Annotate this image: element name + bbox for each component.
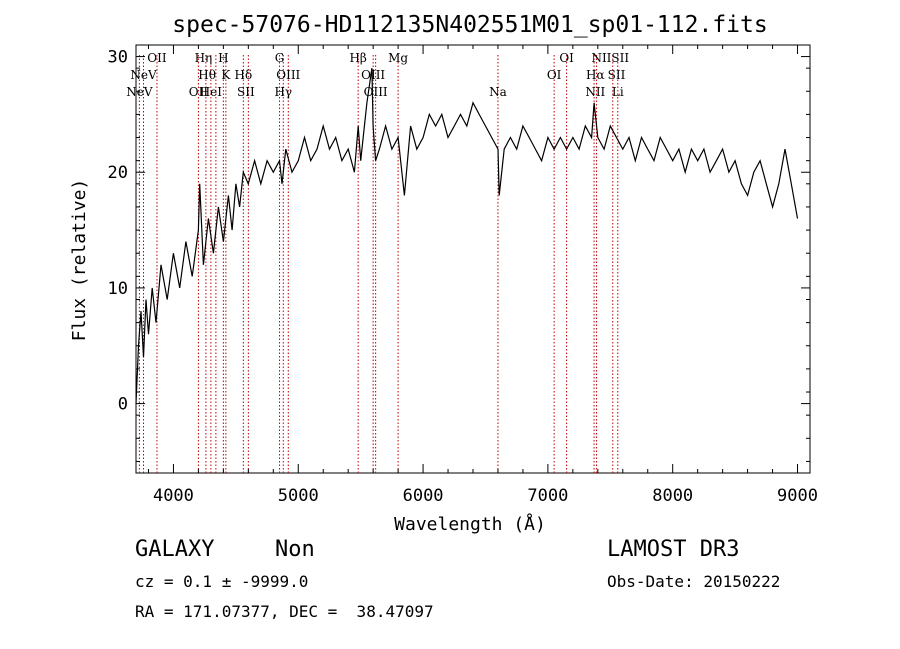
x-tick-label: 7000	[527, 486, 568, 506]
y-tick-label: 20	[108, 163, 128, 183]
line-marker-label: OIII	[364, 85, 388, 99]
x-axis-label: Wavelength (Å)	[394, 513, 546, 535]
line-marker-label: Na	[489, 85, 507, 99]
line-marker-label: NeV	[130, 68, 157, 82]
obs-date-text: Obs-Date: 20150222	[607, 572, 781, 591]
x-tick-label: 6000	[403, 486, 444, 506]
line-marker-label: Hθ	[198, 68, 216, 82]
line-marker-label: G	[275, 51, 285, 65]
line-marker-label: NII	[585, 85, 605, 99]
line-marker-label: K	[221, 68, 231, 82]
line-marker-label: Hα	[586, 68, 605, 82]
line-marker-label: Mg	[388, 51, 408, 65]
line-marker-label: OIII	[361, 68, 385, 82]
line-marker-label: OII	[147, 51, 167, 65]
line-marker-label: OII	[189, 85, 209, 99]
class-label: GALAXY	[135, 537, 215, 562]
x-tick-label: 9000	[777, 486, 818, 506]
line-marker-label: NIISII	[591, 51, 629, 65]
line-marker-label: OI	[547, 68, 562, 82]
y-tick-label: 10	[108, 279, 128, 299]
spectrum-series	[135, 68, 799, 404]
x-tick-label: 8000	[652, 486, 693, 506]
plot-frame	[135, 44, 811, 474]
axis-ticks	[136, 45, 810, 473]
line-marker-label: Li	[612, 85, 624, 99]
survey-label: LAMOST DR3	[607, 537, 740, 562]
x-tick-label: 5000	[278, 486, 319, 506]
line-marker-label: OI	[559, 51, 574, 65]
y-tick-label: 0	[118, 395, 128, 415]
x-tick-label: 4000	[153, 486, 194, 506]
coordinates-text: RA = 171.07377, DEC = 38.47097	[135, 602, 434, 621]
line-marker-label: HeI	[200, 85, 223, 99]
line-marker-label: Hδ	[234, 68, 252, 82]
line-marker-label: SII	[608, 68, 626, 82]
spectrum-line	[135, 68, 799, 404]
line-marker-label: NeV	[126, 85, 153, 99]
line-marker-label: OIII	[276, 68, 300, 82]
line-marker-labels: NeV NeV OII OII Hη Hθ HeI HK Hδ SII G OIII Hγ Hβ OIII O…	[126, 51, 629, 99]
line-marker-label: Hγ	[274, 85, 292, 99]
y-axis-label: Flux (relative)	[69, 179, 90, 342]
line-marker-label: H	[218, 51, 228, 65]
chart-title: spec-57076-HD112135N402551M01_sp01-112.f…	[172, 12, 767, 38]
line-marker-label: Hβ	[349, 51, 366, 65]
y-tick-label: 30	[108, 48, 128, 68]
subclass-label: Non	[275, 537, 315, 562]
line-marker-label: SII	[237, 85, 255, 99]
line-markers	[138, 55, 619, 473]
axis-tick-labels: 4000 5000 6000 7000 8000 9000 0 10 20 30	[108, 48, 818, 506]
redshift-text: cz = 0.1 ± -9999.0	[135, 572, 309, 591]
line-marker-label: Hη	[195, 51, 213, 65]
